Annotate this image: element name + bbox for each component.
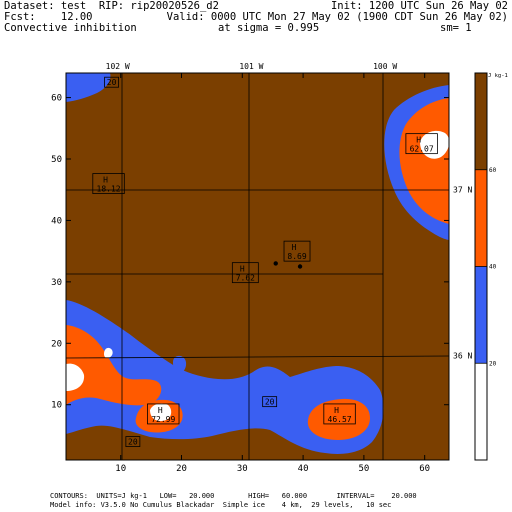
header-dataset: Dataset: test RIP: rip20020526_d2 (4, 0, 219, 12)
contour-region-20-40 (66, 73, 111, 102)
contour-label: 20 (107, 78, 117, 87)
colorbar-band (475, 266, 487, 364)
contour-label: 20 (265, 398, 275, 407)
header-sigma: at sigma = 0.995 (218, 22, 320, 34)
maximum-value: 72.99 (151, 415, 175, 424)
maximum-value: 62.07 (410, 145, 434, 154)
header-fcst: Fcst: 12.00 (4, 11, 93, 23)
maximum-label-box (147, 403, 180, 425)
header-field: Convective inhibition (4, 22, 137, 34)
x-tick-label: 20 (176, 464, 187, 474)
y-tick-label: 20 (51, 339, 62, 349)
contour-region-40-60 (307, 398, 370, 440)
colorbar-units: J kg-1 (488, 73, 508, 79)
maximum-value: 46.57 (328, 415, 352, 424)
longitude-label: 102 W (106, 62, 130, 71)
contour-region-above-60 (420, 130, 449, 159)
contour-region-40-60 (399, 98, 449, 224)
colorbar-tick-label: 60 (489, 167, 497, 174)
contour-label-box (104, 76, 119, 88)
plot-frame (65, 72, 450, 461)
contour-region-above-60 (150, 403, 172, 422)
maximum-marker: H (103, 176, 108, 185)
x-tick-label: 40 (298, 464, 309, 474)
contour-label-box (262, 396, 278, 408)
latitude-label: 37 N (453, 186, 472, 195)
header-valid: Valid: 0000 UTC Mon 27 May 02 (1900 CDT … (166, 11, 508, 23)
colorbar-band (475, 169, 487, 267)
maximum-label-box (283, 240, 311, 262)
y-tick-label: 50 (51, 155, 62, 165)
footer-model-info: Model info: V3.5.0 No Cumulus Blackadar … (50, 501, 392, 509)
contour-region-40-60 (66, 325, 162, 406)
maximum-label-box (92, 173, 125, 194)
y-tick-label: 60 (51, 94, 62, 104)
y-tick-label: 40 (51, 216, 62, 226)
x-tick-label: 50 (358, 464, 369, 474)
station-dot (297, 264, 303, 269)
contour-region-20-40 (173, 355, 187, 373)
x-tick-label: 30 (237, 464, 248, 474)
maximum-value: 8.69 (287, 252, 306, 261)
colorbar-band (475, 73, 487, 170)
longitude-label: 100 W (373, 62, 397, 71)
maximum-marker: H (240, 265, 245, 274)
longitude-label: 101 W (239, 62, 263, 71)
y-tick-label: 10 (51, 401, 62, 411)
x-tick-label: 60 (419, 464, 430, 474)
maximum-label-box (231, 262, 259, 284)
maximum-value: 7.62 (236, 274, 255, 283)
colorbar-band (475, 363, 487, 460)
colorbar-tick-label: 20 (489, 360, 497, 367)
x-tick-label: 10 (115, 464, 126, 474)
contour-label-box (125, 436, 141, 447)
station-dot (273, 261, 278, 266)
maximum-marker: H (416, 136, 421, 145)
colorbar-tick-label: 40 (489, 264, 497, 271)
maximum-marker: H (334, 406, 339, 415)
contour-region-below-20 (66, 363, 85, 391)
maximum-marker: H (292, 243, 297, 252)
y-tick-label: 30 (51, 278, 62, 288)
header-sm: sm= 1 (440, 22, 472, 34)
latitude-label: 36 N (453, 352, 472, 361)
header-init: Init: 1200 UTC Sun 26 May 02 (330, 0, 508, 12)
maximum-value: 18.12 (97, 185, 121, 194)
maximum-marker: H (158, 406, 163, 415)
contour-label: 20 (128, 438, 138, 447)
latitude-line-36n (65, 355, 450, 359)
maximum-label-box (323, 403, 356, 425)
footer-contours: CONTOURS: UNITS=J kg-1 LOW= 20.000 HIGH=… (50, 492, 417, 500)
contour-region-below-20 (104, 347, 113, 358)
maximum-label-box (405, 133, 438, 155)
